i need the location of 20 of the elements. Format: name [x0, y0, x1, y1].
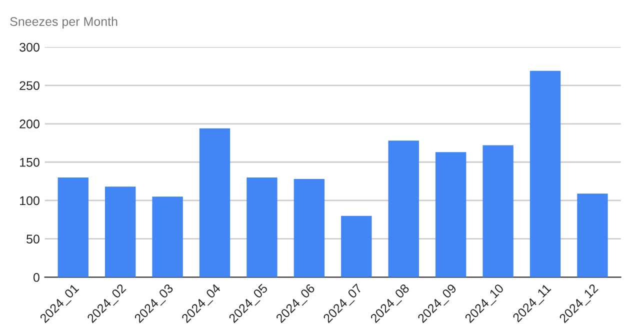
y-tick-label: 0 [33, 273, 40, 282]
bar [435, 152, 466, 278]
bar [482, 145, 514, 278]
y-tick-label: 150 [20, 158, 40, 167]
bar [58, 177, 88, 278]
y-tick-label: 250 [20, 81, 40, 90]
bar [246, 177, 278, 278]
bar [294, 179, 325, 278]
y-tick-label: 50 [26, 234, 40, 244]
y-tick-label: 200 [20, 120, 40, 128]
y-tick-label: 300 [20, 42, 40, 52]
bar [152, 196, 183, 278]
bar [199, 128, 230, 278]
bar [388, 140, 419, 278]
chart-title: Sneezes per Month [10, 16, 118, 28]
bar [341, 216, 372, 278]
y-tick-label: 100 [20, 196, 40, 206]
bar [104, 186, 136, 278]
bar [530, 70, 561, 278]
bar [577, 194, 608, 278]
